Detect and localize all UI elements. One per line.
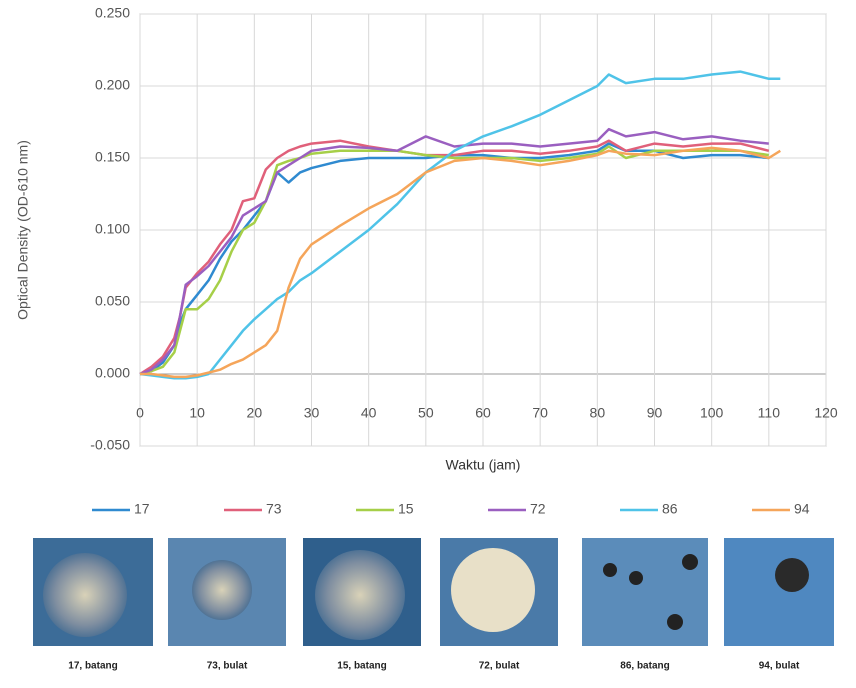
y-tick-label: -0.050: [90, 437, 130, 453]
y-tick-label: 0.200: [95, 77, 130, 93]
y-tick-label: 0.150: [95, 149, 130, 165]
chart: Optical Density (OD-610 nm) Waktu (jam) …: [0, 0, 856, 683]
colony: [315, 550, 405, 640]
x-tick-label: 30: [304, 405, 320, 421]
x-tick-label: 60: [475, 405, 491, 421]
colony: [451, 548, 535, 632]
x-tick-label: 0: [136, 405, 144, 421]
photo-caption: 86, batang: [620, 661, 669, 672]
colony: [667, 614, 683, 630]
y-tick-label: 0.050: [95, 293, 130, 309]
photo-caption: 73, bulat: [207, 661, 248, 672]
photo: [724, 538, 834, 646]
legend-label: 94: [794, 501, 810, 517]
colony: [682, 554, 698, 570]
photo-caption: 17, batang: [68, 661, 117, 672]
photos: [33, 538, 834, 646]
legend-label: 72: [530, 501, 546, 517]
x-tick-label: 90: [647, 405, 663, 421]
photo-caption: 15, batang: [337, 661, 386, 672]
legend-label: 86: [662, 501, 678, 517]
x-tick-label: 110: [758, 405, 781, 421]
colony: [775, 558, 809, 592]
x-tick-label: 100: [700, 405, 724, 421]
x-tick-label: 80: [590, 405, 606, 421]
y-tick-label: 0.000: [95, 365, 130, 381]
colony: [192, 560, 252, 620]
x-tick-label: 40: [361, 405, 377, 421]
x-tick-label: 70: [532, 405, 548, 421]
x-tick-label: 20: [247, 405, 263, 421]
x-tick-label: 50: [418, 405, 434, 421]
colony: [43, 553, 127, 637]
photo-caption: 94, bulat: [759, 661, 800, 672]
y-axis-label: Optical Density (OD-610 nm): [15, 140, 31, 320]
x-tick-label: 10: [189, 405, 205, 421]
photo-caption: 72, bulat: [479, 661, 520, 672]
legend-label: 17: [134, 501, 150, 517]
y-tick-label: 0.250: [95, 5, 130, 21]
x-tick-label: 120: [814, 405, 838, 421]
colony: [629, 571, 643, 585]
legend-label: 15: [398, 501, 414, 517]
colony: [603, 563, 617, 577]
legend-label: 73: [266, 501, 282, 517]
y-tick-label: 0.100: [95, 221, 130, 237]
x-axis-label: Waktu (jam): [446, 457, 521, 473]
